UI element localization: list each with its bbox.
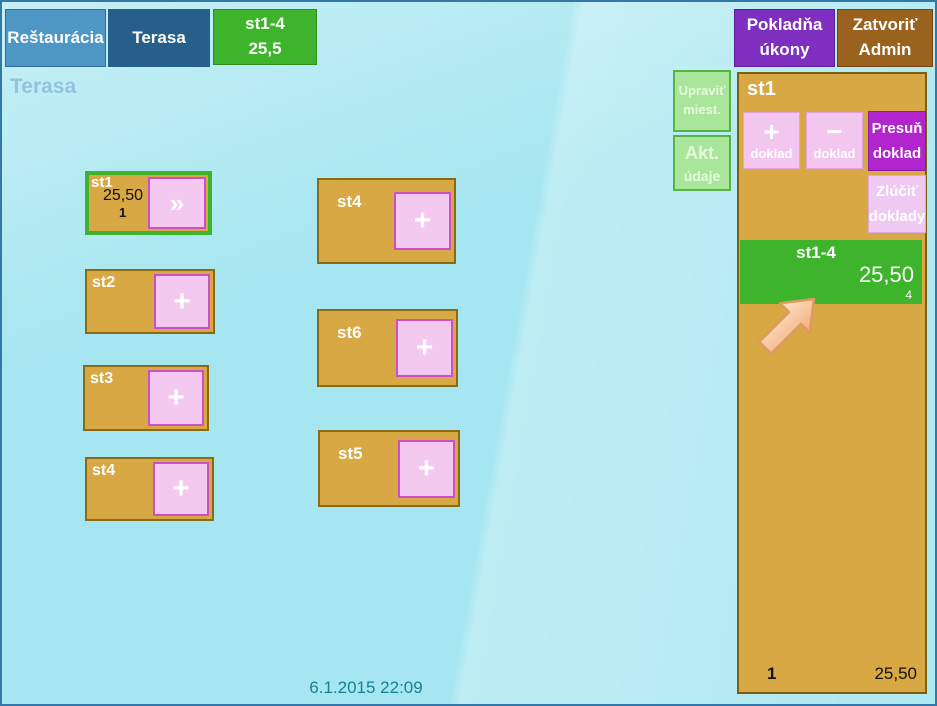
add-doklad-button[interactable]: + doklad xyxy=(743,112,800,169)
akt-line2: údaje xyxy=(683,167,721,184)
add-order-icon[interactable]: + xyxy=(398,439,455,498)
pointer-arrow-icon xyxy=(747,282,831,366)
zlucit-line1: Zlúčiť xyxy=(875,182,919,200)
table-label: st5 xyxy=(338,444,363,463)
zlucit-line2: doklady xyxy=(868,208,926,225)
zatvorit-line2: Admin xyxy=(858,40,912,59)
add-order-icon[interactable]: + xyxy=(154,274,210,329)
group-name: st1-4 xyxy=(245,14,285,34)
table-label: st3 xyxy=(90,370,114,387)
banner-label: st1-4 xyxy=(796,243,836,262)
add-order-icon[interactable]: + xyxy=(153,462,209,516)
pokladna-ukony-button[interactable]: Pokladňa úkony xyxy=(734,9,835,67)
akt-line1: Akt. xyxy=(684,142,719,163)
tab-restauracia[interactable]: Reštaurácia xyxy=(5,9,106,67)
group-amount: 25,5 xyxy=(248,39,282,58)
table-label: st6 xyxy=(337,323,362,342)
table-st3[interactable]: st3 + xyxy=(83,365,209,431)
table-st4-terrace[interactable]: st4 + xyxy=(317,178,456,264)
table-label: st4 xyxy=(92,462,116,479)
document-banner-st1-4[interactable]: st1-4 25,50 4 xyxy=(740,240,922,304)
remove-doklad-button[interactable]: − doklad xyxy=(806,112,863,169)
zlucit-doklady-button[interactable]: Zlúčiť doklady xyxy=(868,175,926,233)
table-count: 1 xyxy=(119,205,127,220)
minus-icon: − xyxy=(826,115,843,147)
table-label: st4 xyxy=(337,192,362,211)
upravit-miest-button[interactable]: Upraviť miest. xyxy=(673,70,731,132)
panel-totals: 1 25,50 xyxy=(739,662,925,684)
room-name-label: Terasa xyxy=(10,75,77,98)
add-order-icon[interactable]: + xyxy=(394,192,451,250)
presun-doklad-button[interactable]: Presuň doklad xyxy=(868,111,926,171)
table-st6[interactable]: st6 + xyxy=(317,309,458,387)
table-label: st1 xyxy=(91,174,113,191)
total-count: 1 xyxy=(767,664,777,683)
banner-amount: 25,50 xyxy=(858,262,914,287)
banner-count: 4 xyxy=(905,288,912,302)
table-label: st2 xyxy=(92,274,116,291)
datetime-label: 6.1.2015 22:09 xyxy=(309,678,423,697)
pokladna-line2: úkony xyxy=(759,40,810,59)
tab-restauracia-label: Reštaurácia xyxy=(7,27,104,47)
add-order-icon[interactable]: + xyxy=(148,370,204,426)
pokladna-line1: Pokladňa xyxy=(746,15,823,35)
table-amount: 25,50 xyxy=(103,187,144,204)
zatvorit-line1: Zatvoriť xyxy=(852,15,918,35)
table-detail-panel: st1 + doklad − doklad Presuň doklad Zlúč… xyxy=(737,72,927,694)
akt-udaje-button[interactable]: Akt. údaje xyxy=(673,135,731,191)
tab-terasa[interactable]: Terasa xyxy=(108,9,210,67)
add-order-icon[interactable]: + xyxy=(396,319,453,377)
remove-doklad-label: doklad xyxy=(813,145,856,161)
table-st5[interactable]: st5 + xyxy=(318,430,460,507)
open-table-icon[interactable]: » xyxy=(148,177,206,229)
presun-line2: doklad xyxy=(872,145,922,162)
open-group-button[interactable]: st1-4 25,5 xyxy=(213,9,317,65)
zatvorit-admin-button[interactable]: Zatvoriť Admin xyxy=(837,9,933,67)
plus-icon: + xyxy=(763,115,780,147)
tab-terasa-label: Terasa xyxy=(132,27,186,47)
upravit-line1: Upraviť xyxy=(678,83,726,99)
total-amount: 25,50 xyxy=(874,664,917,683)
presun-line1: Presuň xyxy=(871,119,923,137)
panel-title: st1 xyxy=(747,78,776,100)
table-st2[interactable]: st2 + xyxy=(85,269,215,334)
upravit-line2: miest. xyxy=(683,102,721,117)
table-st4[interactable]: st4 + xyxy=(85,457,214,521)
add-doklad-label: doklad xyxy=(750,145,793,161)
table-st1[interactable]: st1 25,50 1 » xyxy=(85,171,212,235)
